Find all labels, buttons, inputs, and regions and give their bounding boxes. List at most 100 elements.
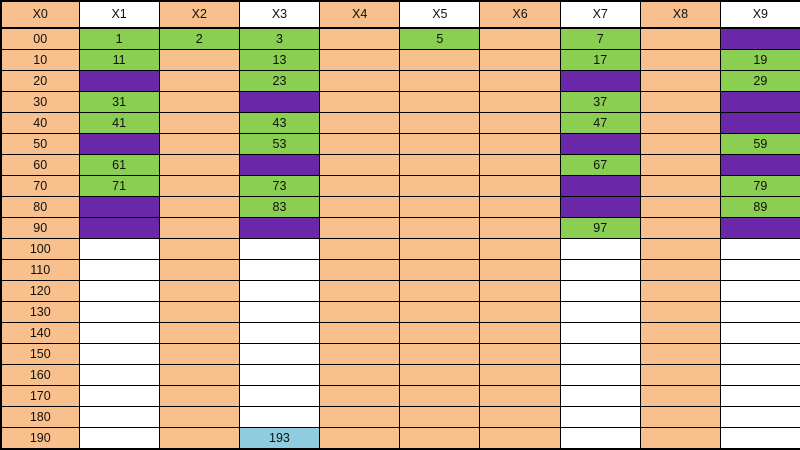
cell-x8-r130[interactable] [640,302,720,323]
cell-x5-r50[interactable] [400,134,480,155]
cell-x9-r190[interactable] [721,428,800,450]
cell-x7-r130[interactable] [560,302,640,323]
cell-x4-r150[interactable] [320,344,400,365]
cell-x4-r100[interactable] [320,239,400,260]
cell-x6-r40[interactable] [480,113,560,134]
cell-x1-r150[interactable] [79,344,159,365]
cell-x2-r30[interactable] [159,92,239,113]
cell-x9-r90[interactable] [721,218,800,239]
cell-x8-r70[interactable] [640,176,720,197]
cell-x6-r00[interactable] [480,28,560,50]
cell-x1-r190[interactable] [79,428,159,450]
cell-x8-r180[interactable] [640,407,720,428]
cell-x3-r110[interactable] [239,260,319,281]
cell-x9-r40[interactable] [721,113,800,134]
column-header-x3[interactable]: X3 [239,1,319,28]
row-header-140[interactable]: 140 [1,323,79,344]
cell-x1-r40[interactable]: 41 [79,113,159,134]
cell-x5-r20[interactable] [400,71,480,92]
cell-x6-r100[interactable] [480,239,560,260]
cell-x9-r150[interactable] [721,344,800,365]
row-header-120[interactable]: 120 [1,281,79,302]
cell-x2-r130[interactable] [159,302,239,323]
cell-x3-r130[interactable] [239,302,319,323]
cell-x2-r60[interactable] [159,155,239,176]
cell-x3-r60[interactable] [239,155,319,176]
column-header-x1[interactable]: X1 [79,1,159,28]
cell-x6-r80[interactable] [480,197,560,218]
row-header-180[interactable]: 180 [1,407,79,428]
cell-x6-r180[interactable] [480,407,560,428]
cell-x8-r140[interactable] [640,323,720,344]
cell-x2-r20[interactable] [159,71,239,92]
cell-x8-r160[interactable] [640,365,720,386]
cell-x7-r30[interactable]: 37 [560,92,640,113]
cell-x1-r80[interactable] [79,197,159,218]
cell-x3-r80[interactable]: 83 [239,197,319,218]
cell-x3-r10[interactable]: 13 [239,50,319,71]
row-header-40[interactable]: 40 [1,113,79,134]
cell-x5-r80[interactable] [400,197,480,218]
row-header-160[interactable]: 160 [1,365,79,386]
cell-x2-r50[interactable] [159,134,239,155]
cell-x9-r140[interactable] [721,323,800,344]
cell-x3-r40[interactable]: 43 [239,113,319,134]
cell-x6-r140[interactable] [480,323,560,344]
cell-x2-r110[interactable] [159,260,239,281]
column-header-x5[interactable]: X5 [400,1,480,28]
cell-x2-r150[interactable] [159,344,239,365]
cell-x6-r110[interactable] [480,260,560,281]
cell-x2-r10[interactable] [159,50,239,71]
cell-x1-r10[interactable]: 11 [79,50,159,71]
cell-x6-r60[interactable] [480,155,560,176]
cell-x8-r50[interactable] [640,134,720,155]
cell-x1-r160[interactable] [79,365,159,386]
cell-x4-r120[interactable] [320,281,400,302]
cell-x5-r110[interactable] [400,260,480,281]
cell-x4-r160[interactable] [320,365,400,386]
cell-x3-r00[interactable]: 3 [239,28,319,50]
cell-x1-r100[interactable] [79,239,159,260]
column-header-x9[interactable]: X9 [721,1,800,28]
cell-x1-r20[interactable] [79,71,159,92]
cell-x4-r40[interactable] [320,113,400,134]
cell-x6-r190[interactable] [480,428,560,450]
row-header-70[interactable]: 70 [1,176,79,197]
column-header-x4[interactable]: X4 [320,1,400,28]
cell-x8-r120[interactable] [640,281,720,302]
cell-x3-r30[interactable] [239,92,319,113]
cell-x7-r170[interactable] [560,386,640,407]
cell-x9-r30[interactable] [721,92,800,113]
cell-x8-r10[interactable] [640,50,720,71]
cell-x5-r60[interactable] [400,155,480,176]
cell-x3-r190[interactable]: 193 [239,428,319,450]
cell-x5-r00[interactable]: 5 [400,28,480,50]
cell-x9-r130[interactable] [721,302,800,323]
cell-x8-r90[interactable] [640,218,720,239]
row-header-190[interactable]: 190 [1,428,79,450]
cell-x4-r10[interactable] [320,50,400,71]
cell-x1-r30[interactable]: 31 [79,92,159,113]
cell-x9-r10[interactable]: 19 [721,50,800,71]
cell-x4-r130[interactable] [320,302,400,323]
cell-x9-r110[interactable] [721,260,800,281]
cell-x3-r70[interactable]: 73 [239,176,319,197]
cell-x6-r90[interactable] [480,218,560,239]
cell-x7-r110[interactable] [560,260,640,281]
cell-x4-r00[interactable] [320,28,400,50]
cell-x6-r50[interactable] [480,134,560,155]
cell-x2-r40[interactable] [159,113,239,134]
cell-x3-r50[interactable]: 53 [239,134,319,155]
cell-x2-r180[interactable] [159,407,239,428]
row-header-20[interactable]: 20 [1,71,79,92]
cell-x6-r160[interactable] [480,365,560,386]
cell-x4-r60[interactable] [320,155,400,176]
cell-x2-r90[interactable] [159,218,239,239]
cell-x9-r160[interactable] [721,365,800,386]
row-header-130[interactable]: 130 [1,302,79,323]
cell-x5-r90[interactable] [400,218,480,239]
cell-x4-r30[interactable] [320,92,400,113]
cell-x3-r180[interactable] [239,407,319,428]
cell-x1-r130[interactable] [79,302,159,323]
cell-x1-r50[interactable] [79,134,159,155]
